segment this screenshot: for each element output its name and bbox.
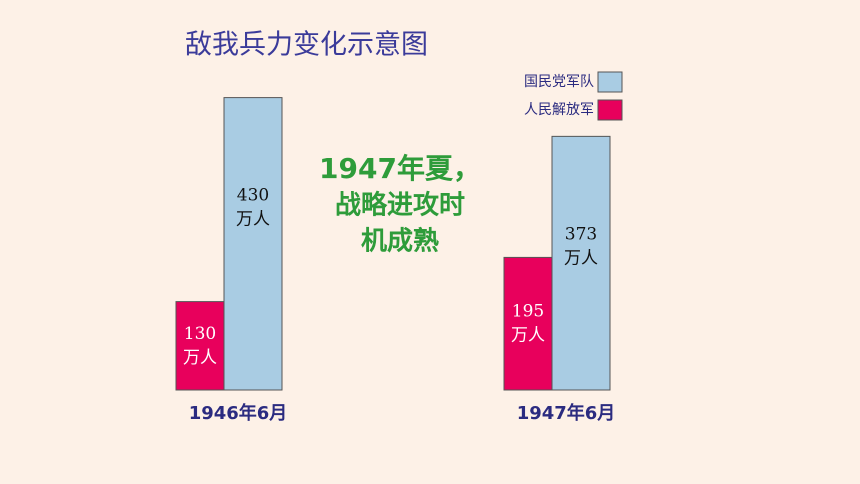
bar [551,135,611,391]
data-label: 430 万人 [236,185,270,229]
legend-label: 人民解放军 [524,102,594,118]
legend-swatch [597,99,623,121]
chart-title: 敌我兵力变化示意图 [185,30,428,61]
annotation: 战略进攻时 [335,190,465,221]
bar [175,301,225,391]
bar [503,256,553,391]
x-tick-label: 1947年6月 [517,402,616,424]
legend-swatch [597,71,623,93]
data-label: 195 万人 [511,301,545,345]
annotation: 1947年夏， [319,152,481,185]
legend-label: 国民党军队 [524,74,594,90]
annotation: 机成熟 [361,226,439,257]
data-label: 373 万人 [564,224,598,268]
bar [223,97,283,391]
data-label: 130 万人 [183,323,217,367]
x-tick-label: 1946年6月 [189,402,288,424]
